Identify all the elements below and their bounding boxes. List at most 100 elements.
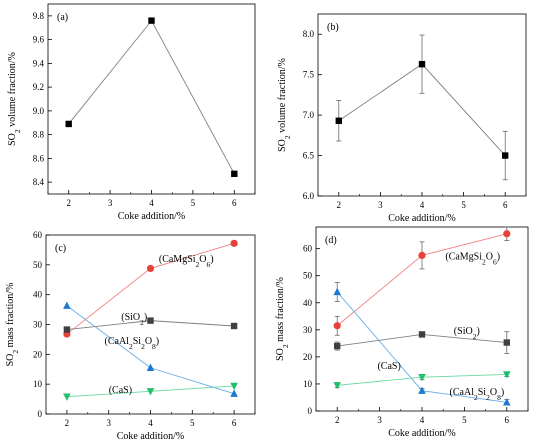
data-point	[503, 230, 511, 238]
y-tick-label: 9.8	[33, 11, 45, 21]
y-tick-label: 10	[303, 379, 313, 389]
series-1	[334, 331, 510, 354]
data-point	[503, 371, 511, 379]
y-axis-label: SO2 volume fraction/%	[277, 58, 292, 152]
panel-label: (b)	[327, 22, 339, 33]
y-tick-label: 0	[308, 406, 313, 416]
y-tick-label: 8.0	[303, 29, 315, 39]
data-point	[503, 339, 510, 346]
series-annotation: (SiO2)	[454, 326, 480, 341]
y-axis-label: SO2 volume fraction/%	[7, 52, 22, 146]
panel-label: (d)	[325, 235, 337, 246]
x-tick-label: 6	[232, 418, 237, 428]
chart-panel-a: 2 3 4 5 6 8.4 8.6 8.8 9.0 9.2 9.4 9.6 9.8 Coke additi…	[7, 3, 256, 222]
y-tick-label: 0	[38, 409, 43, 419]
data-point	[418, 251, 426, 260]
y-tick-label: 6.0	[303, 191, 315, 201]
series-0	[65, 17, 238, 178]
series-1	[63, 317, 238, 333]
x-tick-label: 6	[505, 415, 510, 425]
series-annotation: (SiO2)	[121, 312, 147, 327]
series-3	[333, 371, 511, 390]
data-point	[148, 17, 155, 24]
x-tick-label: 3	[378, 200, 383, 210]
data-point	[333, 382, 341, 390]
y-axis-label: SO2 mass fraction/%	[5, 283, 20, 367]
y-tick-label: 10	[33, 379, 43, 389]
panel-label: (c)	[55, 243, 66, 254]
x-tick-label: 3	[108, 198, 113, 208]
data-point	[146, 388, 155, 396]
data-point	[231, 170, 238, 178]
x-tick-label: 2	[335, 415, 340, 425]
y-tick-label: 8.8	[33, 130, 45, 140]
y-tick-label: 7.0	[303, 110, 315, 120]
data-point	[418, 386, 426, 394]
chart-panel-b: 2 3 4 5 6 6.0 6.5 7.0 7.5 8.0 Coke addition/% SO2 v…	[277, 13, 527, 224]
data-point	[333, 287, 341, 296]
y-tick-label: 9.2	[33, 82, 44, 92]
data-point	[63, 301, 71, 309]
y-tick-label: 9.6	[33, 35, 45, 45]
series-2	[63, 301, 238, 397]
y-tick-label: 8.6	[33, 153, 45, 163]
data-point	[502, 152, 509, 159]
x-tick-label: 3	[377, 415, 382, 425]
data-point	[418, 373, 426, 382]
y-tick-label: 20	[303, 352, 313, 362]
series-3	[63, 382, 238, 401]
y-tick-label: 6.5	[303, 151, 315, 161]
y-tick-label: 60	[33, 230, 43, 240]
plot-frame	[45, 234, 256, 415]
x-tick-label: 5	[191, 198, 196, 208]
x-tick-label: 5	[462, 415, 467, 425]
data-point	[333, 322, 341, 330]
series-0	[335, 34, 509, 181]
y-tick-label: 30	[33, 320, 43, 330]
x-tick-label: 4	[148, 418, 153, 428]
y-tick-label: 8.4	[33, 177, 45, 187]
data-point	[147, 317, 154, 324]
data-point	[230, 322, 238, 330]
y-tick-label: 9.0	[33, 106, 45, 116]
series-annotation: (CaS)	[377, 361, 400, 372]
data-point	[503, 398, 511, 406]
series-annotation: (CaMgSi2O6)	[445, 251, 500, 266]
x-tick-label: 2	[66, 198, 71, 208]
x-tick-label: 3	[106, 418, 111, 428]
y-tick-label: 7.5	[303, 70, 315, 80]
x-tick-label: 4	[420, 200, 425, 210]
data-point	[418, 60, 426, 68]
plot-frame	[47, 3, 256, 195]
y-tick-label: 30	[303, 325, 313, 335]
series-annotation: (CaMgSi2O6)	[159, 254, 214, 269]
data-point	[335, 117, 342, 124]
series-annotation: (CaAl2Si2O8)	[450, 387, 505, 402]
x-axis-label: Coke addition/%	[117, 431, 185, 442]
data-point	[146, 264, 155, 273]
data-point	[63, 393, 71, 401]
x-axis-label: Coke addition/%	[118, 211, 186, 222]
x-tick-label: 6	[503, 200, 508, 210]
series-annotation: (CaAl2Si2O8)	[105, 336, 160, 351]
y-tick-label: 20	[33, 349, 43, 359]
y-tick-label: 60	[303, 244, 313, 254]
series-0	[333, 226, 511, 336]
data-point	[65, 120, 72, 128]
y-axis-label: SO2 mass fraction/%	[275, 277, 290, 361]
x-tick-label: 4	[149, 198, 154, 208]
y-tick-label: 9.4	[33, 58, 45, 68]
data-point	[230, 239, 238, 247]
panel-label: (a)	[57, 12, 68, 23]
x-tick-label: 5	[461, 200, 466, 210]
data-point	[230, 389, 238, 397]
x-tick-label: 6	[232, 198, 237, 208]
y-tick-label: 50	[33, 260, 43, 270]
x-tick-label: 2	[337, 200, 342, 210]
data-point	[63, 326, 71, 333]
x-tick-label: 2	[65, 418, 70, 428]
y-tick-label: 40	[303, 298, 313, 308]
x-tick-label: 4	[420, 415, 425, 425]
